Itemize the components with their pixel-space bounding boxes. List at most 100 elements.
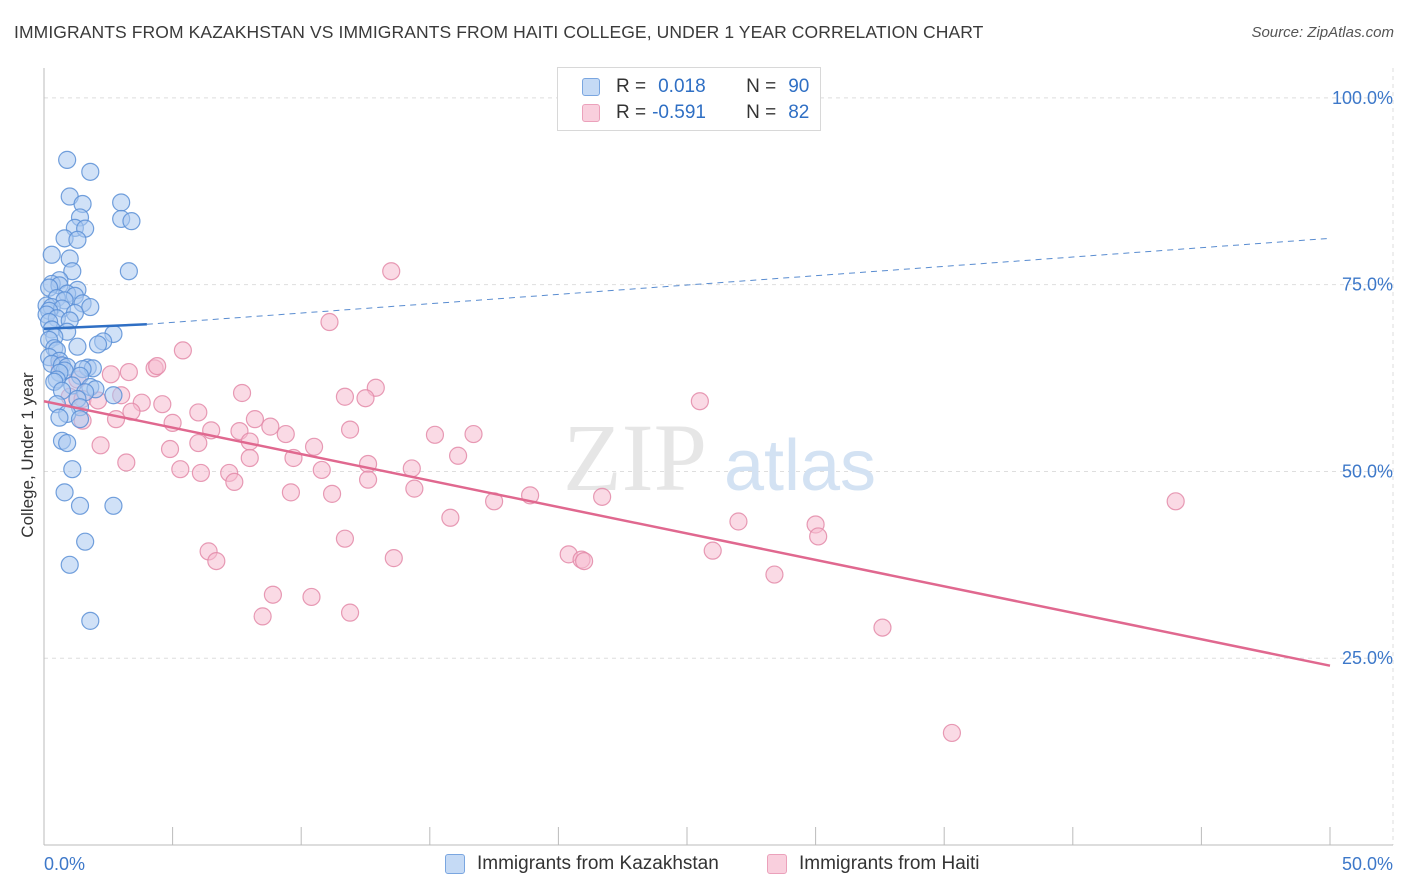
trend-layer <box>43 237 1331 667</box>
haiti-point <box>207 551 226 571</box>
y-axis-label: College, Under 1 year <box>18 372 37 538</box>
kazakhstan-point <box>68 337 87 356</box>
haiti-swatch <box>767 854 787 874</box>
kazakhstan-point <box>70 410 90 429</box>
haiti-point <box>448 446 468 465</box>
haiti-point <box>101 365 120 384</box>
kazakhstan-point <box>81 297 100 317</box>
haiti-point <box>312 460 331 480</box>
x-tick-label: 0.0% <box>44 854 85 874</box>
y-tick-label: 100.0% <box>1332 88 1393 108</box>
haiti-point <box>263 585 283 604</box>
haiti-point <box>809 527 828 546</box>
haiti-point <box>173 341 192 360</box>
kazakhstan-point <box>68 230 87 249</box>
kazakhstan-point <box>119 262 138 281</box>
haiti-point <box>91 436 110 455</box>
points-layer <box>37 150 1185 743</box>
y-tick-label: 75.0% <box>1342 275 1393 295</box>
haiti-point <box>335 387 355 406</box>
haiti-point <box>382 262 401 281</box>
legend-row-haiti: R = -0.591 N = 82 <box>582 101 809 125</box>
haiti-point <box>425 425 445 444</box>
kazakhstan-point <box>55 483 74 502</box>
haiti-swatch <box>582 104 600 122</box>
n-label: N = <box>746 76 777 97</box>
haiti-point <box>340 420 360 439</box>
kazakhstan-swatch <box>445 854 465 874</box>
haiti-point <box>302 587 321 607</box>
haiti-point <box>106 410 126 429</box>
source-label: Source: ZipAtlas.com <box>1251 24 1394 41</box>
haiti-point <box>464 424 483 444</box>
haiti-point <box>304 437 324 456</box>
kazakhstan-point <box>63 262 82 281</box>
tick-labels: 25.0% 50.0% 75.0% 100.0% 0.0% 50.0% <box>44 88 1393 874</box>
kazakhstan-point <box>104 386 123 405</box>
haiti-point <box>117 453 136 472</box>
correlation-legend: R = 0.018 N = 90 R = -0.591 N = 82 <box>557 67 821 131</box>
legend-label-kazakhstan: Immigrants from Kazakhstan <box>477 853 719 874</box>
haiti-point <box>405 479 424 498</box>
haiti-point <box>189 433 208 453</box>
haiti-point <box>575 551 594 571</box>
kazakhstan-point <box>58 433 77 453</box>
kazakhstan-point <box>112 193 131 212</box>
haiti-point <box>160 439 180 459</box>
haiti-point <box>942 723 962 743</box>
haiti-point <box>358 470 378 489</box>
haiti-point <box>240 448 259 468</box>
r-label: R = <box>616 102 647 123</box>
watermark: ZIP atlas <box>563 404 876 511</box>
kazakhstan-point <box>122 212 141 231</box>
kazakhstan-trend-dashed <box>146 237 1331 325</box>
axis-layer <box>43 68 1393 846</box>
haiti-point <box>232 383 252 403</box>
haiti-point <box>356 389 375 408</box>
haiti-point <box>281 483 301 502</box>
chart-title: IMMIGRANTS FROM KAZAKHSTAN VS IMMIGRANTS… <box>14 22 984 42</box>
kazakhstan-point <box>50 408 69 427</box>
haiti-point <box>253 607 272 626</box>
watermark-atlas: atlas <box>724 426 876 506</box>
haiti-point <box>441 508 460 527</box>
kazakhstan-point <box>70 496 90 515</box>
haiti-point <box>1166 492 1185 511</box>
r-label: R = <box>616 76 647 97</box>
haiti-point <box>148 356 167 376</box>
haiti-point <box>873 618 892 637</box>
haiti-point <box>703 541 722 560</box>
haiti-point <box>245 410 265 429</box>
haiti-point <box>765 565 784 584</box>
kazakhstan-point <box>81 611 100 630</box>
r-value: 0.018 <box>658 76 706 97</box>
haiti-point <box>153 395 172 414</box>
haiti-point <box>261 417 280 436</box>
haiti-point <box>171 460 190 479</box>
kazakhstan-point <box>88 335 108 354</box>
y-tick-label: 50.0% <box>1342 461 1393 481</box>
haiti-point <box>276 424 295 444</box>
haiti-point <box>690 392 709 411</box>
kazakhstan-swatch <box>582 78 600 96</box>
haiti-point <box>335 529 355 548</box>
kazakhstan-point <box>42 245 61 264</box>
y-tick-label: 25.0% <box>1342 648 1393 668</box>
haiti-point <box>320 312 339 332</box>
haiti-point <box>340 603 360 622</box>
kazakhstan-point <box>63 460 82 479</box>
legend-row-kazakhstan: R = 0.018 N = 90 <box>582 75 809 99</box>
haiti-point <box>322 484 342 503</box>
legend-item-haiti: Immigrants from Haiti <box>767 851 980 877</box>
watermark-zip: ZIP <box>563 404 707 511</box>
haiti-point <box>729 512 748 531</box>
haiti-point <box>119 362 138 382</box>
n-value: 90 <box>788 76 810 97</box>
kazakhstan-point <box>58 150 77 169</box>
r-value: -0.591 <box>652 102 706 123</box>
legend-label-haiti: Immigrants from Haiti <box>799 853 980 874</box>
kazakhstan-point <box>60 555 79 574</box>
haiti-point <box>191 463 210 483</box>
n-label: N = <box>746 102 777 123</box>
